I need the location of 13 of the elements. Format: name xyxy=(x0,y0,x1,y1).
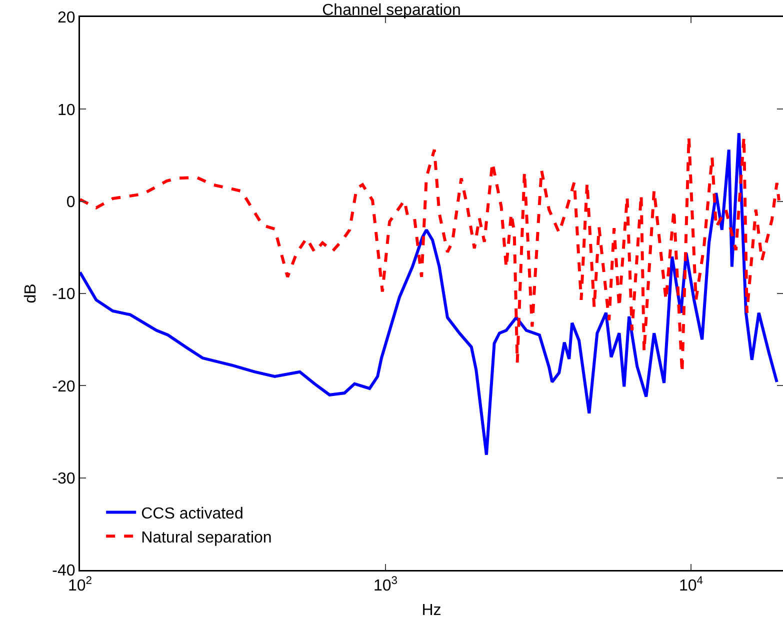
y-axis-title: dB xyxy=(22,284,40,304)
x-tick-label: 10$^{4}$ xyxy=(679,574,704,595)
y-tick-label: -20 xyxy=(52,378,76,396)
y-tick-label: 0 xyxy=(66,194,76,211)
x-tick-label: 10$^{3}$ xyxy=(374,574,398,595)
y-tick-label: -10 xyxy=(52,286,76,304)
y-tick-label: -30 xyxy=(52,470,76,488)
x-axis-title: Hz xyxy=(422,602,442,620)
y-tick-label: 20 xyxy=(58,10,76,27)
legend-label: CCS activated xyxy=(141,506,244,523)
y-tick-label: 10 xyxy=(58,102,76,119)
chart-title: Channel separation xyxy=(322,2,461,19)
legend-label: Natural separation xyxy=(141,529,272,546)
